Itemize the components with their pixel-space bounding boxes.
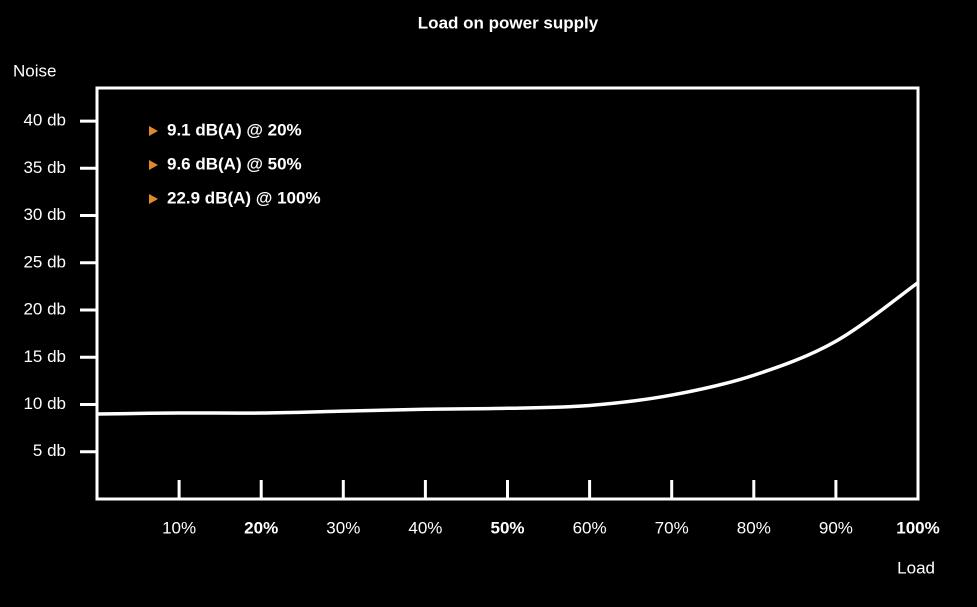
chart-title: Load on power supply (418, 13, 599, 32)
noise-line (96, 281, 920, 416)
annotation: 22.9 dB(A) @ 100% (167, 188, 321, 207)
y-tick-label: 20 db (23, 300, 66, 319)
x-tick-label: 100% (896, 518, 939, 537)
x-tick-label: 90% (819, 518, 853, 537)
plot-frame (95, 86, 920, 501)
annotation: 9.1 dB(A) @ 20% (167, 120, 302, 139)
annotation: 9.6 dB(A) @ 50% (167, 154, 302, 173)
y-tick-label: 10 db (23, 394, 66, 413)
x-axis-label: Load (897, 558, 935, 577)
y-tick-label: 30 db (23, 205, 66, 224)
annotation-marker (149, 194, 158, 204)
x-tick-label: 80% (737, 518, 771, 537)
x-tick-label: 40% (408, 518, 442, 537)
y-tick-label: 40 db (23, 111, 66, 130)
annotation-marker (149, 126, 158, 136)
annotation-marker (149, 160, 158, 170)
y-tick-label: 5 db (33, 441, 66, 460)
y-axis-label: Noise (13, 61, 56, 80)
y-tick-label: 15 db (23, 347, 66, 366)
x-tick-label: 50% (490, 518, 524, 537)
y-tick-label: 35 db (23, 158, 66, 177)
x-tick-label: 30% (326, 518, 360, 537)
x-tick-label: 70% (655, 518, 689, 537)
x-tick-label: 20% (244, 518, 278, 537)
y-tick-label: 25 db (23, 252, 66, 271)
x-tick-label: 60% (573, 518, 607, 537)
x-tick-label: 10% (162, 518, 196, 537)
